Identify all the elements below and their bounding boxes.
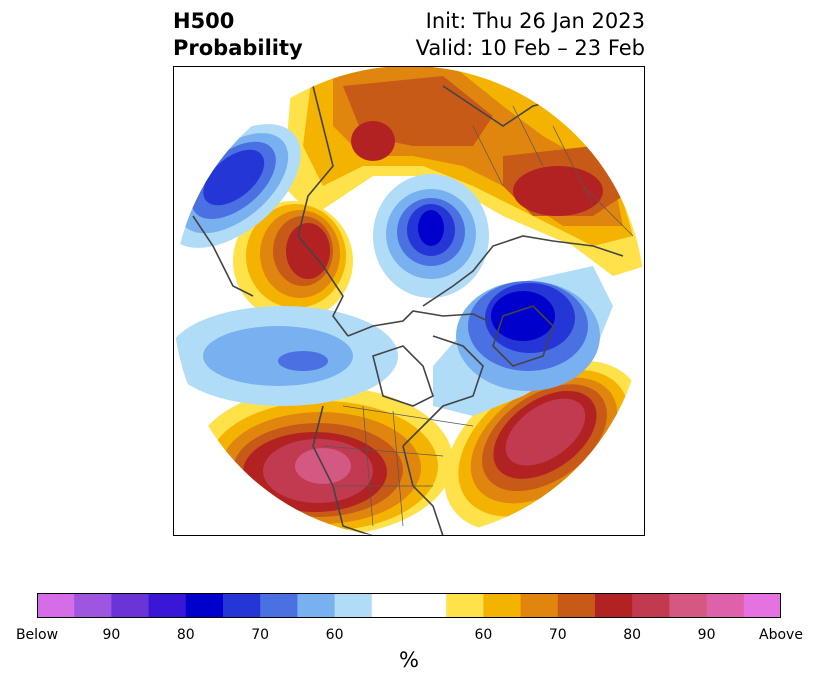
colorbar-segment [148, 593, 187, 618]
probability-map [173, 66, 645, 536]
colorbar-segment [223, 593, 261, 618]
anomaly-pacific-cold [173, 306, 398, 406]
colorbar-segment [743, 593, 781, 618]
map-border [173, 66, 645, 536]
colorbar-segment [185, 593, 224, 618]
colorbar-unit: % [399, 648, 419, 672]
colorbar-tick-label: Above [759, 627, 803, 643]
colorbar-segment [520, 593, 559, 618]
colorbar-border [37, 593, 781, 618]
title-variable: H500 [173, 9, 235, 33]
colorbar-tick-label: 60 [325, 627, 344, 643]
colorbar [37, 593, 781, 618]
colorbar-segment [632, 593, 670, 618]
colorbar-tick-label: 90 [102, 627, 121, 643]
colorbar-tick-label: Below [15, 627, 59, 643]
colorbar-segment [446, 593, 484, 618]
colorbar-segment [111, 593, 150, 618]
colorbar-segment [334, 593, 373, 618]
anomaly-europe-warm [233, 201, 353, 321]
init-date: Init: Thu 26 Jan 2023 [425, 9, 645, 33]
colorbar-tick-label: 80 [623, 627, 642, 643]
title-right: Init: Thu 26 Jan 2023 Valid: 10 Feb – 23… [416, 8, 645, 62]
colorbar-segment [409, 593, 447, 618]
colorbar-segment [37, 593, 75, 618]
political-borders [322, 105, 634, 527]
title-left: H500 Probability [173, 8, 303, 62]
colorbar-segment [260, 593, 298, 618]
colorbar-segment [557, 593, 596, 618]
colorbar-segment [371, 593, 410, 618]
anomaly-alaska-cold [173, 124, 301, 248]
colorbar-tick-label: 90 [697, 627, 716, 643]
colorbar-segment [669, 593, 708, 618]
colorbar-segment [706, 593, 745, 618]
colorbar-tick-label: 80 [176, 627, 195, 643]
colorbar-tick-label: 60 [474, 627, 493, 643]
anomaly-asia-warm [283, 66, 645, 276]
title-product: Probability [173, 36, 303, 60]
colorbar-tick-label: 70 [251, 627, 270, 643]
anomaly-arctic-cold [373, 174, 489, 298]
valid-range: Valid: 10 Feb – 23 Feb [415, 36, 645, 60]
colorbar-tick-label: 70 [548, 627, 567, 643]
colorbar-segment [297, 593, 336, 618]
colorbar-segment [74, 593, 112, 618]
colorbar-segment [483, 593, 522, 618]
colorbar-segment [595, 593, 633, 618]
